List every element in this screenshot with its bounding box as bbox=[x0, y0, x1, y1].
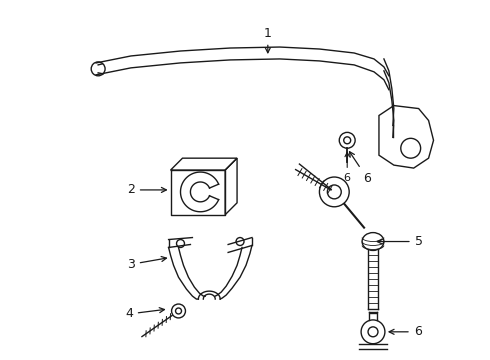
Text: 6: 6 bbox=[389, 325, 421, 338]
Text: 6: 6 bbox=[343, 152, 351, 183]
Text: 5: 5 bbox=[377, 235, 423, 248]
Text: 2: 2 bbox=[127, 184, 167, 197]
Text: 1: 1 bbox=[264, 27, 272, 53]
Text: 4: 4 bbox=[125, 307, 165, 320]
Text: 6: 6 bbox=[349, 152, 371, 185]
Text: 3: 3 bbox=[127, 257, 167, 271]
